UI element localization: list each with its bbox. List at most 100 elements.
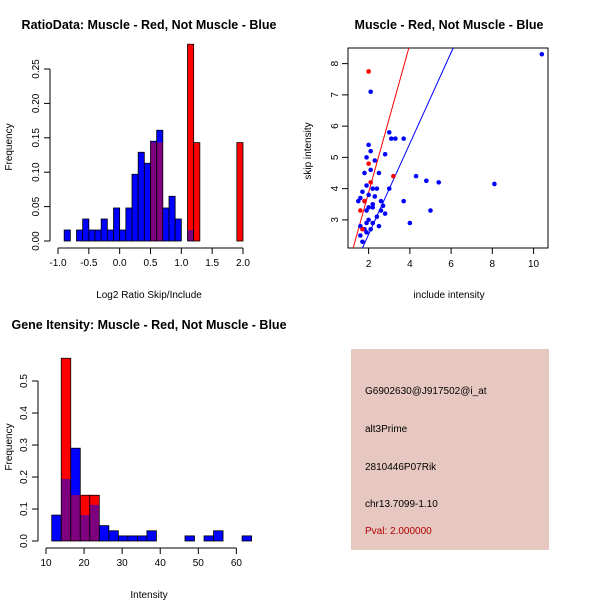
blue-bar	[99, 525, 109, 541]
blue-point	[370, 220, 376, 226]
red-point	[391, 173, 396, 179]
blue-bar	[113, 207, 120, 241]
x-tick-label: 2.0	[236, 258, 250, 269]
bar-outline	[213, 530, 224, 542]
blue-point	[368, 89, 373, 95]
intensity-y-label: Frequency	[4, 423, 15, 470]
y-tick-label: 0.2	[19, 470, 30, 484]
blue-point	[364, 220, 369, 226]
bar-outline	[113, 207, 121, 242]
red-point	[360, 226, 365, 232]
blue-bar	[95, 229, 102, 241]
blue-bar	[127, 535, 138, 541]
intensity-histogram-axes: 10 20 30 40 50 60 0.0 0.1 0.2 0.3 0.4 0.5	[19, 374, 242, 569]
scatter-chart-title: Muscle - Red, Not Muscle - Blue	[355, 18, 544, 32]
blue-bar	[101, 218, 108, 241]
x-tick-label: 60	[231, 558, 243, 569]
blue-point	[436, 180, 442, 185]
y-tick-label: 5	[330, 154, 341, 160]
scatter-y-label: skip intensity	[303, 122, 314, 179]
red-point	[362, 198, 367, 204]
red-point	[366, 69, 371, 74]
blue-point	[407, 220, 413, 226]
blue-point	[364, 155, 369, 160]
blue-bar	[107, 229, 114, 241]
blue-bar	[162, 207, 169, 241]
x-tick-label: 10	[528, 259, 540, 270]
blue-bar	[82, 218, 89, 241]
blue-bar	[138, 152, 145, 241]
red-bar	[193, 142, 200, 241]
blue-point	[362, 170, 367, 176]
bar-outline	[89, 494, 100, 542]
pval-text: Pval: 2.000000	[365, 526, 432, 537]
bar-outline	[193, 142, 201, 242]
y-tick-label: 0.1	[19, 502, 30, 516]
ratio-histogram-axes: -1.0 -0.5 0.0 0.5 1.0 1.5 2.0 0.00 0.05 0.10 0.15 0…	[31, 59, 250, 269]
blue-point	[370, 205, 376, 210]
blue-bar	[144, 163, 151, 241]
y-tick-label: 0.20	[31, 93, 42, 113]
blue-point	[360, 189, 365, 195]
overlap-bar	[187, 229, 194, 241]
x-tick-label: 10	[40, 558, 52, 569]
blue-point	[366, 142, 371, 148]
blue-point	[356, 198, 361, 204]
blue-point	[368, 148, 373, 154]
x-tick-label: -1.0	[49, 258, 67, 269]
blue-point	[424, 178, 429, 184]
blue-bar	[132, 174, 139, 241]
blue-point	[364, 230, 369, 235]
y-tick-label: 0.10	[31, 162, 42, 182]
x-tick-label: 4	[407, 259, 413, 270]
y-tick-label: 8	[330, 60, 341, 66]
red-point	[368, 180, 373, 185]
blue-point	[364, 183, 369, 188]
red-bar	[236, 142, 243, 241]
blue-point	[386, 186, 392, 191]
overlap-bar	[80, 515, 90, 541]
ratio-y-label: Frequency	[4, 123, 15, 170]
blue-bar	[51, 515, 62, 541]
blue-point	[374, 214, 380, 220]
blue-point	[376, 170, 382, 176]
blue-bar	[146, 530, 157, 541]
intensity-x-label: Intensity	[130, 590, 167, 600]
bar-outline	[70, 447, 81, 542]
scatter-plot-box	[347, 47, 549, 249]
y-tick-label: 6	[330, 123, 341, 129]
blue-point	[492, 181, 497, 187]
bar-outline	[236, 142, 244, 242]
blue-bar	[64, 229, 71, 241]
overlap-bar	[150, 142, 157, 241]
blue-bar	[118, 535, 128, 541]
event-type-text: alt3Prime	[365, 424, 408, 435]
blue-bar	[70, 448, 81, 541]
blue-bar	[242, 535, 252, 541]
blue-bar	[76, 229, 83, 241]
y-tick-label: 0.25	[31, 59, 42, 79]
red-point	[366, 161, 371, 166]
x-tick-label: -0.5	[80, 258, 98, 269]
x-tick-label: 1.5	[205, 258, 219, 269]
blue-point	[368, 167, 373, 173]
x-tick-label: 20	[79, 558, 91, 569]
probe-id-text: G6902630@J917502@i_at	[365, 386, 487, 397]
blue-point	[358, 233, 363, 238]
scatter-axes: 2 4 6 8 10 3 4 5 6 7 8	[330, 60, 540, 270]
blue-point	[401, 136, 406, 141]
x-tick-label: 0.0	[113, 258, 127, 269]
bar-outline	[241, 535, 253, 542]
blue-point	[378, 208, 384, 213]
scatter-x-label: include intensity	[413, 290, 484, 301]
blue-bar	[137, 535, 147, 541]
blue-point	[382, 211, 388, 216]
blue-point	[374, 186, 380, 191]
y-tick-label: 0.0	[19, 534, 30, 548]
blue-bar	[204, 535, 214, 541]
x-tick-label: 0.5	[144, 258, 158, 269]
y-tick-label: 0.15	[31, 128, 42, 148]
location-text: chr13.7099-1.10	[365, 499, 438, 510]
blue-point	[393, 136, 398, 141]
blue-bar	[119, 229, 126, 241]
